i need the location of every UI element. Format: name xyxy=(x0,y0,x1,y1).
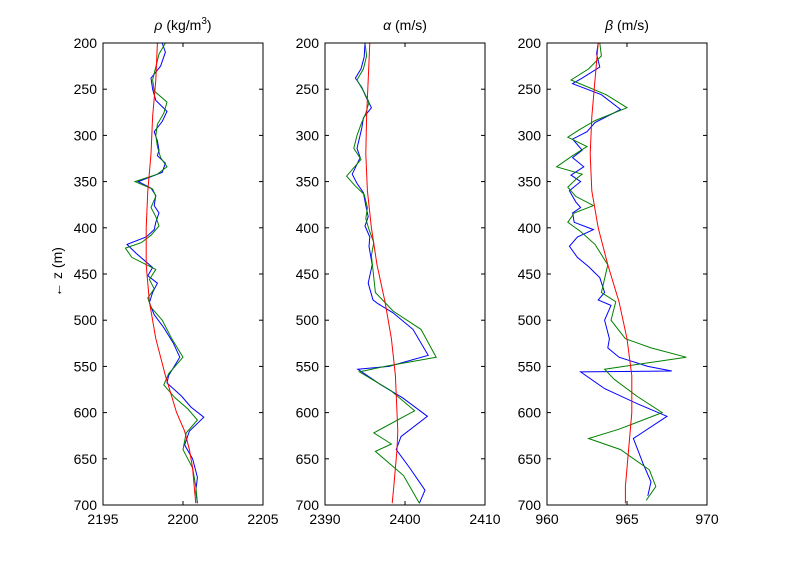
y-tick-label: 350 xyxy=(296,174,320,190)
panel-title: α (m/s) xyxy=(383,17,427,33)
y-tick-label: 600 xyxy=(74,405,98,421)
y-tick-label: 200 xyxy=(74,35,98,51)
y-axis-label: ← z (m) xyxy=(49,247,65,297)
x-tick-label: 2400 xyxy=(389,511,420,527)
y-tick-label: 550 xyxy=(74,358,98,374)
series-line-1 xyxy=(351,42,429,504)
x-tick-label: 2390 xyxy=(309,511,340,527)
y-tick-label: 550 xyxy=(518,358,542,374)
y-tick-label: 450 xyxy=(296,266,320,282)
y-tick-label: 200 xyxy=(518,35,542,51)
series-line-2 xyxy=(124,42,199,504)
y-tick-label: 400 xyxy=(296,220,320,236)
panel-title: β (m/s) xyxy=(604,17,649,33)
axes-box xyxy=(546,42,708,506)
y-tick-label: 300 xyxy=(296,127,320,143)
x-tick-label: 2200 xyxy=(167,511,198,527)
x-tick-label: 2205 xyxy=(247,511,278,527)
y-tick-label: 700 xyxy=(74,497,98,513)
series-line-3 xyxy=(145,42,197,504)
y-tick-label: 500 xyxy=(518,312,542,328)
y-tick-label: 600 xyxy=(518,405,542,421)
y-tick-label: 650 xyxy=(74,451,98,467)
x-tick-label: 960 xyxy=(535,511,559,527)
y-tick-label: 250 xyxy=(518,81,542,97)
y-tick-label: 600 xyxy=(296,405,320,421)
y-tick-label: 350 xyxy=(74,174,98,190)
axes-box xyxy=(102,42,264,506)
y-tick-label: 400 xyxy=(518,220,542,236)
y-tick-label: 200 xyxy=(296,35,320,51)
y-tick-label: 650 xyxy=(518,451,542,467)
y-tick-label: 450 xyxy=(518,266,542,282)
axes-box xyxy=(324,42,486,506)
series-line-2 xyxy=(345,42,437,504)
y-tick-label: 700 xyxy=(518,497,542,513)
y-tick-label: 500 xyxy=(296,312,320,328)
y-tick-label: 250 xyxy=(74,81,98,97)
x-tick-label: 970 xyxy=(695,511,719,527)
y-tick-label: 300 xyxy=(74,127,98,143)
y-tick-label: 450 xyxy=(74,266,98,282)
y-tick-label: 300 xyxy=(518,127,542,143)
series-line-1 xyxy=(568,42,672,496)
y-tick-label: 700 xyxy=(296,497,320,513)
series-line-3 xyxy=(589,42,633,504)
y-tick-label: 250 xyxy=(296,81,320,97)
y-tick-label: 350 xyxy=(518,174,542,190)
panel-title: ρ (kg/m3) xyxy=(153,16,211,33)
series-line-3 xyxy=(365,42,399,504)
x-tick-label: 965 xyxy=(615,511,639,527)
y-tick-label: 400 xyxy=(74,220,98,236)
y-tick-label: 650 xyxy=(296,451,320,467)
x-tick-label: 2195 xyxy=(87,511,118,527)
series-line-2 xyxy=(555,42,687,501)
y-tick-label: 550 xyxy=(296,358,320,374)
series-line-1 xyxy=(126,42,205,504)
y-tick-label: 500 xyxy=(74,312,98,328)
x-tick-label: 2410 xyxy=(469,511,500,527)
